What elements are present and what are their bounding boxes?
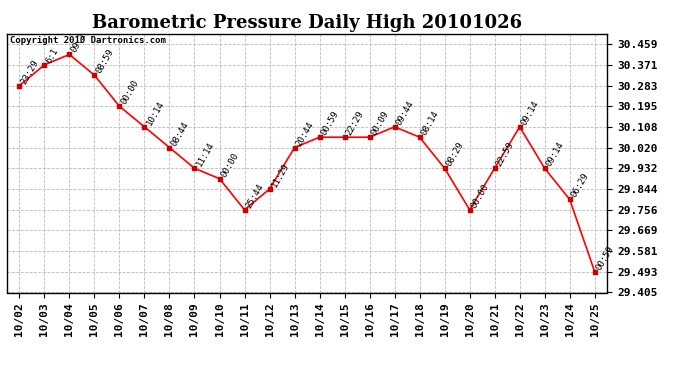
Text: 22:59: 22:59	[495, 141, 516, 168]
Text: 00:00: 00:00	[470, 182, 491, 210]
Text: 00:59: 00:59	[595, 244, 616, 272]
Text: 06:29: 06:29	[570, 172, 591, 200]
Title: Barometric Pressure Daily High 20101026: Barometric Pressure Daily High 20101026	[92, 14, 522, 32]
Text: 20:44: 20:44	[295, 120, 316, 148]
Point	[239, 207, 250, 213]
Text: 6:1: 6:1	[44, 46, 60, 65]
Text: 09:44: 09:44	[395, 99, 416, 127]
Text: 08:59: 08:59	[95, 48, 116, 75]
Text: 11:14: 11:14	[195, 141, 216, 168]
Text: 09:1: 09:1	[70, 32, 88, 54]
Text: 08:44: 08:44	[170, 120, 190, 148]
Point	[539, 165, 550, 171]
Text: 00:59: 00:59	[319, 110, 341, 137]
Point	[514, 124, 525, 130]
Point	[289, 145, 300, 151]
Text: 09:14: 09:14	[520, 99, 541, 127]
Text: 22:29: 22:29	[344, 110, 366, 137]
Text: 10:14: 10:14	[144, 99, 166, 127]
Text: 25:44: 25:44	[244, 182, 266, 210]
Text: 11:29: 11:29	[270, 161, 290, 189]
Point	[439, 165, 450, 171]
Point	[364, 134, 375, 140]
Point	[314, 134, 325, 140]
Text: 00:09: 00:09	[370, 110, 391, 137]
Point	[64, 51, 75, 57]
Point	[339, 134, 350, 140]
Point	[214, 176, 225, 181]
Text: 09:14: 09:14	[544, 141, 566, 168]
Point	[589, 269, 600, 275]
Point	[139, 124, 150, 130]
Point	[89, 72, 100, 78]
Point	[414, 134, 425, 140]
Text: 23:29: 23:29	[19, 58, 41, 86]
Text: Copyright 2010 Dartronics.com: Copyright 2010 Dartronics.com	[10, 36, 166, 45]
Point	[564, 196, 575, 202]
Point	[189, 165, 200, 171]
Text: 08:14: 08:14	[420, 110, 441, 137]
Point	[14, 82, 25, 88]
Point	[464, 207, 475, 213]
Point	[389, 124, 400, 130]
Point	[264, 186, 275, 192]
Point	[164, 145, 175, 151]
Point	[114, 104, 125, 110]
Point	[489, 165, 500, 171]
Text: 00:00: 00:00	[219, 151, 241, 178]
Point	[39, 62, 50, 68]
Text: 00:00: 00:00	[119, 78, 141, 106]
Text: 08:29: 08:29	[444, 141, 466, 168]
